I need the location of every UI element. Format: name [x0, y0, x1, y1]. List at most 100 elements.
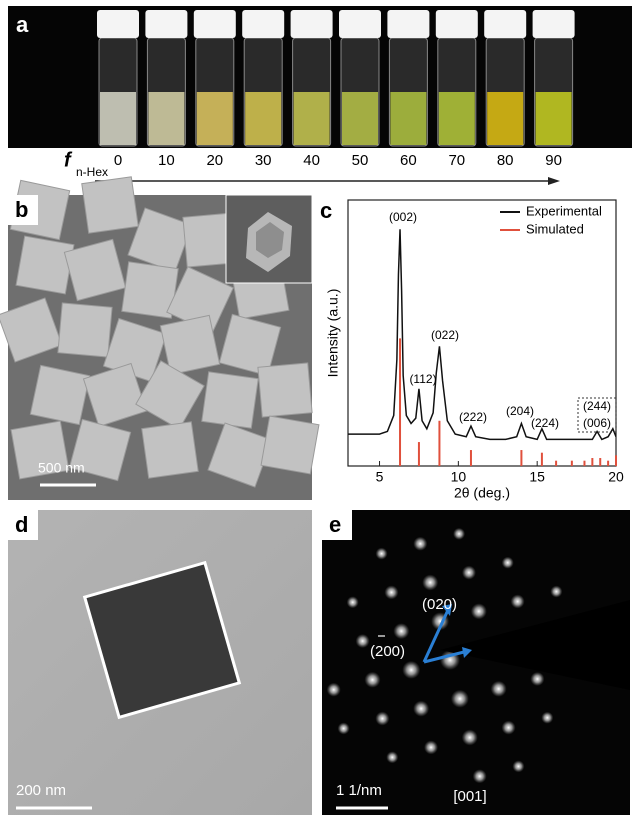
spot: [364, 671, 381, 688]
cube: [10, 420, 70, 480]
spot: [402, 660, 421, 679]
cube: [201, 371, 259, 429]
fraction-label: 20: [206, 152, 223, 169]
panel-label: b: [15, 197, 28, 222]
peak-label: (222): [459, 410, 487, 424]
spot: [501, 720, 516, 735]
cube: [0, 297, 63, 363]
label-box: [8, 195, 38, 225]
vial-cap: [435, 10, 478, 38]
x-tick-label: 20: [608, 469, 624, 485]
x-tick-label: 5: [376, 469, 384, 485]
arrow-head: [462, 647, 472, 658]
spot: [550, 585, 563, 598]
arrow-head: [548, 177, 560, 185]
arrow-head: [442, 604, 452, 616]
vial-liquid: [196, 92, 233, 145]
cube: [82, 362, 148, 428]
vial-cap: [387, 10, 430, 38]
fraction-label: 40: [303, 152, 320, 169]
line: [348, 229, 616, 441]
spot: [424, 740, 439, 755]
cube: [15, 235, 75, 295]
arrow: [423, 650, 465, 664]
panel-label: e: [329, 512, 341, 537]
x-tick-label: 15: [529, 469, 545, 485]
fraction-label: 80: [497, 152, 514, 169]
vial-liquid: [245, 92, 282, 145]
fraction-label: 50: [352, 152, 369, 169]
vial-liquid: [100, 92, 136, 145]
arrow: [422, 609, 450, 663]
scale-bar-label: 1 1/nm: [336, 782, 382, 799]
axis-label: f: [64, 149, 73, 171]
vial-liquid: [487, 92, 524, 145]
peak-label: (224): [531, 416, 559, 430]
scale-bar-label: 200 nm: [16, 782, 66, 799]
y-axis-label: Intensity (a.u.): [325, 289, 341, 378]
spot: [346, 596, 359, 609]
panel-label: c: [320, 198, 332, 223]
single-cube: [82, 560, 242, 720]
x-axis-label: 2θ (deg.): [454, 485, 510, 501]
vials: [97, 10, 575, 147]
vial-liquid: [535, 92, 572, 145]
vial-liquid: [293, 92, 330, 145]
vial-cap: [290, 10, 333, 38]
spot: [375, 711, 390, 726]
cube: [68, 418, 132, 482]
cube: [260, 415, 320, 475]
cube: [63, 238, 127, 302]
plot-frame: [347, 199, 617, 467]
cube: [121, 261, 179, 319]
peak-label: (006): [583, 416, 611, 430]
diffraction-spots: [326, 527, 583, 784]
scale-bar-label: 500 nm: [38, 460, 85, 476]
cube-face: [86, 564, 238, 716]
vial-cap: [339, 10, 381, 38]
spot: [512, 760, 525, 773]
spot: [337, 722, 350, 735]
vial-liquid: [342, 92, 378, 145]
beam-stopper: [440, 600, 630, 690]
spot: [386, 751, 399, 764]
spot: [490, 680, 507, 697]
fraction-label: 0: [114, 152, 122, 169]
cube: [57, 302, 113, 358]
spot-label: (020): [422, 596, 457, 613]
cube: [127, 207, 193, 273]
spot: [355, 634, 370, 649]
label-box: [8, 510, 38, 540]
panel-label: a: [16, 12, 29, 37]
vial-liquid: [390, 92, 427, 145]
spot: [422, 574, 439, 591]
zone-axis: [001]: [453, 788, 486, 805]
spot: [470, 603, 487, 620]
spot: [393, 623, 410, 640]
peak-label: (244): [583, 399, 611, 413]
cube: [29, 364, 91, 426]
vial-cap: [484, 10, 527, 38]
peak-label: (204): [506, 404, 534, 418]
peak-label: (022): [431, 328, 459, 342]
fraction-label: 70: [448, 152, 465, 169]
spot: [501, 556, 514, 569]
cubes: [0, 176, 320, 488]
cube: [159, 314, 221, 376]
vial-cap: [532, 10, 575, 38]
vial-liquid: [438, 92, 475, 145]
vial-cap: [193, 10, 236, 38]
spot-label: (200): [370, 643, 405, 660]
vial-cap: [145, 10, 188, 38]
spot: [461, 565, 476, 580]
inset-cube-face: [256, 222, 284, 258]
vial-cap: [97, 10, 139, 38]
spot: [472, 769, 487, 784]
panel-label: d: [15, 512, 28, 537]
cube: [218, 313, 282, 377]
cube: [257, 362, 313, 418]
vial-cap: [242, 10, 285, 38]
peak-label: (112): [409, 372, 436, 386]
spot: [541, 711, 554, 724]
